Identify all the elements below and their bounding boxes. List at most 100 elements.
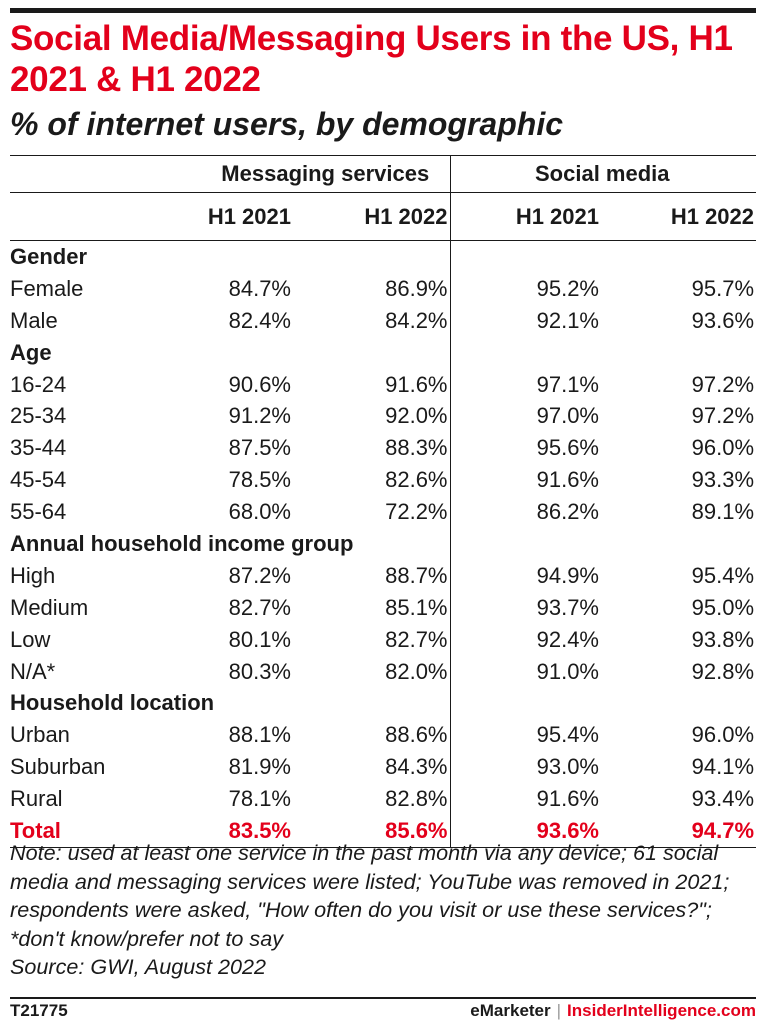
value-cell: 86.2% [449, 496, 601, 529]
table-row: Male 82.4% 84.2% 92.1% 93.6% [10, 304, 756, 337]
value-cell: 93.6% [449, 815, 601, 848]
row-label: Medium [10, 594, 89, 620]
value-cell: 97.0% [449, 400, 601, 433]
value-cell: 82.8% [385, 786, 448, 812]
row-label: 45-54 [10, 467, 67, 493]
column-header: H1 2021 [449, 192, 601, 241]
value-cell: 85.6% [293, 815, 450, 848]
chart-id: T21775 [10, 1001, 68, 1020]
value-cell: 78.1% [228, 786, 291, 812]
group-header-messaging: Messaging services [203, 155, 450, 193]
value-cell: 82.0% [385, 658, 448, 684]
section-row: Household location [10, 687, 756, 720]
value-cell: 84.3% [385, 754, 448, 780]
row-label: Rural [10, 786, 63, 812]
section-row: Age [10, 336, 756, 369]
value-cell: 80.1% [228, 626, 291, 652]
empty-cell [449, 336, 601, 369]
value-cell: 82.4% [228, 307, 291, 333]
value-cell: 94.1% [691, 754, 755, 780]
empty-cell [601, 337, 756, 369]
row-label: Male [10, 307, 58, 333]
row-label: 16-24 [10, 371, 67, 397]
table-row: Urban 88.1% 88.6% 95.4% 96.0% [10, 719, 756, 752]
table-row: N/A* 80.3% 82.0% 91.0% 92.8% [10, 655, 756, 688]
row-label: Total [10, 815, 203, 848]
data-table-wrap: Messaging services Social media H1 2021 … [10, 155, 757, 848]
value-cell: 95.4% [449, 719, 601, 752]
row-label: N/A* [10, 658, 56, 684]
empty-cell [449, 528, 601, 560]
column-group-row: Messaging services Social media [10, 155, 757, 193]
value-cell: 94.7% [601, 815, 757, 848]
value-cell: 91.6% [449, 464, 601, 497]
section-row: Gender [10, 240, 756, 273]
value-cell: 87.2% [228, 562, 291, 588]
table-row: Rural 78.1% 82.8% 91.6% 93.4% [10, 783, 756, 816]
column-header-row: H1 2021 H1 2022 H1 2021 H1 2022 [10, 192, 757, 241]
value-cell: 91.0% [449, 655, 601, 688]
empty-cell [601, 241, 756, 273]
value-cell: 95.7% [691, 275, 755, 301]
value-cell: 88.7% [385, 562, 448, 588]
value-cell: 93.7% [449, 591, 601, 624]
group-header-social: Social media [449, 155, 757, 193]
section-label: Age [10, 339, 52, 365]
value-cell: 82.7% [228, 594, 291, 620]
value-cell: 88.6% [385, 722, 448, 748]
value-cell: 97.2% [691, 371, 755, 397]
row-label: Suburban [10, 754, 106, 780]
value-cell: 95.2% [449, 272, 601, 305]
table-row: Medium 82.7% 85.1% 93.7% 95.0% [10, 591, 756, 624]
table-body: Gender Female 84.7% 86.9% 95.2% 95.7% Male 82.4… [10, 240, 757, 848]
brand-insiderintelligence: InsiderIntelligence.com [567, 1001, 756, 1020]
table-row: 16-24 90.6% 91.6% 97.1% 97.2% [10, 368, 756, 401]
value-cell: 91.6% [385, 371, 448, 397]
value-cell: 96.0% [691, 722, 755, 748]
table-row: 45-54 78.5% 82.6% 91.6% 93.3% [10, 464, 756, 497]
value-cell: 72.2% [385, 499, 448, 525]
value-cell: 97.2% [691, 403, 755, 429]
row-label: 25-34 [10, 403, 67, 429]
empty-cell [601, 687, 756, 719]
row-label: Female [10, 275, 84, 301]
value-cell: 93.0% [449, 751, 601, 784]
column-header: H1 2022 [293, 192, 450, 241]
data-table: Messaging services Social media H1 2021 … [10, 155, 757, 848]
value-cell: 88.3% [385, 435, 448, 461]
value-cell: 68.0% [228, 499, 291, 525]
table-row: Suburban 81.9% 84.3% 93.0% 94.1% [10, 751, 756, 784]
value-cell: 88.1% [228, 722, 291, 748]
chart-title: Social Media/Messaging Users in the US, … [10, 19, 733, 99]
row-label: High [10, 562, 56, 588]
value-cell: 82.6% [385, 467, 448, 493]
value-cell: 92.1% [449, 304, 601, 337]
value-cell: 84.2% [385, 307, 448, 333]
footer-rule [10, 997, 756, 999]
empty-cell [449, 687, 601, 720]
row-label: 35-44 [10, 435, 67, 461]
brand-separator: | [556, 1001, 562, 1020]
empty-cell [601, 528, 756, 560]
section-row: Annual household income group [10, 528, 756, 560]
value-cell: 92.0% [385, 403, 448, 429]
value-cell: 96.0% [691, 435, 755, 461]
value-cell: 83.5% [203, 815, 293, 848]
row-label: Urban [10, 722, 70, 748]
value-cell: 93.6% [691, 307, 755, 333]
value-cell: 93.8% [691, 626, 755, 652]
value-cell: 89.1% [691, 499, 755, 525]
note-text: Note: used at least one service in the p… [10, 840, 730, 951]
table-row: 25-34 91.2% 92.0% 97.0% 97.2% [10, 400, 756, 433]
chart-subtitle: % of internet users, by demographic [10, 106, 563, 142]
column-header: H1 2021 [203, 192, 293, 241]
table-row: 55-64 68.0% 72.2% 86.2% 89.1% [10, 496, 756, 529]
value-cell: 97.1% [449, 368, 601, 401]
row-label: Low [10, 626, 51, 652]
chart-note: Note: used at least one service in the p… [10, 839, 756, 982]
table-row: Female 84.7% 86.9% 95.2% 95.7% [10, 272, 756, 305]
footer-brand: eMarketer | InsiderIntelligence.com [470, 1001, 756, 1021]
value-cell: 81.9% [228, 754, 291, 780]
table-row: Low 80.1% 82.7% 92.4% 93.8% [10, 623, 756, 656]
table-row: 35-44 87.5% 88.3% 95.6% 96.0% [10, 432, 756, 465]
